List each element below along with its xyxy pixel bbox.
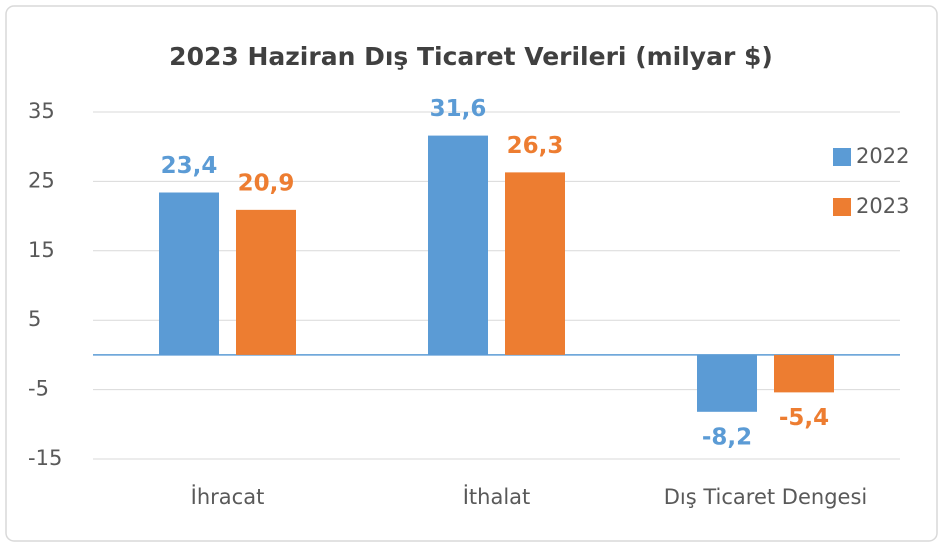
y-tick-label: 25 [28, 168, 55, 192]
bar [774, 354, 834, 393]
bar [159, 192, 219, 355]
bar [505, 172, 565, 355]
legend-swatch [833, 148, 851, 166]
legend-swatch [833, 198, 851, 216]
data-label: 23,4 [161, 153, 218, 179]
bar [428, 135, 488, 355]
bar [697, 354, 757, 412]
y-tick-label: -15 [28, 446, 62, 470]
y-tick-label: -5 [28, 377, 49, 401]
chart-title: 2023 Haziran Dış Ticaret Verileri (milya… [169, 42, 773, 71]
legend-label: 2022 [856, 144, 909, 168]
data-label: 20,9 [238, 170, 295, 196]
x-tick-label: İthalat [463, 484, 531, 509]
x-tick-label: Dış Ticaret Dengesi [664, 485, 867, 509]
y-tick-label: 15 [28, 238, 55, 262]
legend-label: 2023 [856, 194, 909, 218]
data-label: -5,4 [779, 405, 829, 431]
bar [236, 209, 296, 355]
data-label: -8,2 [702, 424, 752, 450]
x-tick-label: İhracat [191, 484, 265, 509]
data-label: 31,6 [430, 96, 487, 122]
data-label: 26,3 [507, 133, 564, 159]
y-tick-label: 5 [28, 307, 41, 331]
y-tick-label: 35 [28, 99, 55, 123]
